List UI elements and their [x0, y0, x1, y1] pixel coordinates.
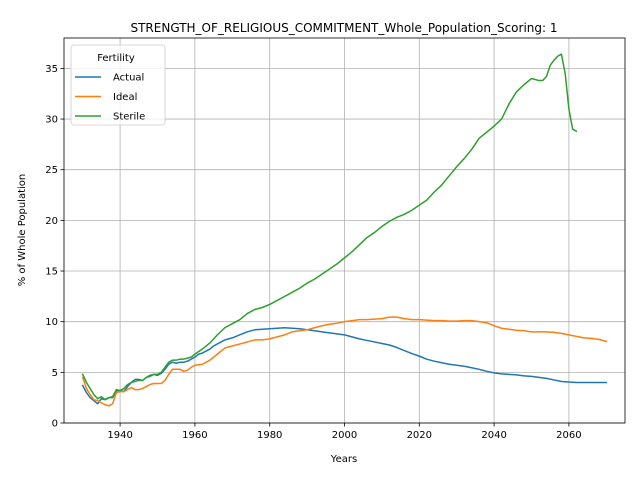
x-tick-label: 1980 [257, 430, 282, 441]
y-tick-label: 20 [45, 216, 58, 227]
legend-label-actual: Actual [113, 73, 144, 84]
chart-title: STRENGTH_OF_RELIGIOUS_COMMITMENT_Whole_P… [130, 21, 557, 35]
x-tick-label: 1960 [182, 430, 207, 441]
x-tick-label: 1940 [107, 430, 132, 441]
y-tick-label: 15 [45, 267, 58, 278]
y-tick-label: 0 [52, 419, 58, 430]
x-tick-label: 2040 [481, 430, 506, 441]
y-tick-label: 10 [45, 317, 58, 328]
y-axis-label: % of Whole Population [17, 174, 28, 287]
y-tick-label: 30 [45, 115, 58, 126]
x-axis-label: Years [330, 454, 357, 465]
legend-box [70, 44, 166, 126]
x-tick-label: 2000 [332, 430, 357, 441]
y-tick-label: 35 [45, 64, 58, 75]
series-line-actual [81, 327, 608, 405]
y-tick-label: 5 [52, 368, 58, 379]
legend: Fertility Actual Ideal Sterile [70, 44, 166, 126]
y-tick-label: 25 [45, 165, 58, 176]
axis-ticks: 1940 1960 1980 2000 2020 2040 2060 0 5 10 15 20 25 30… [45, 64, 581, 441]
x-tick-label: 2060 [556, 430, 581, 441]
legend-label-ideal: Ideal [113, 92, 137, 103]
x-tick-label: 2020 [407, 430, 432, 441]
series-lines [81, 53, 608, 407]
series-line-ideal [81, 316, 608, 407]
legend-label-sterile: Sterile [113, 112, 145, 123]
legend-title: Fertility [97, 53, 135, 64]
series-line-sterile [81, 53, 578, 401]
